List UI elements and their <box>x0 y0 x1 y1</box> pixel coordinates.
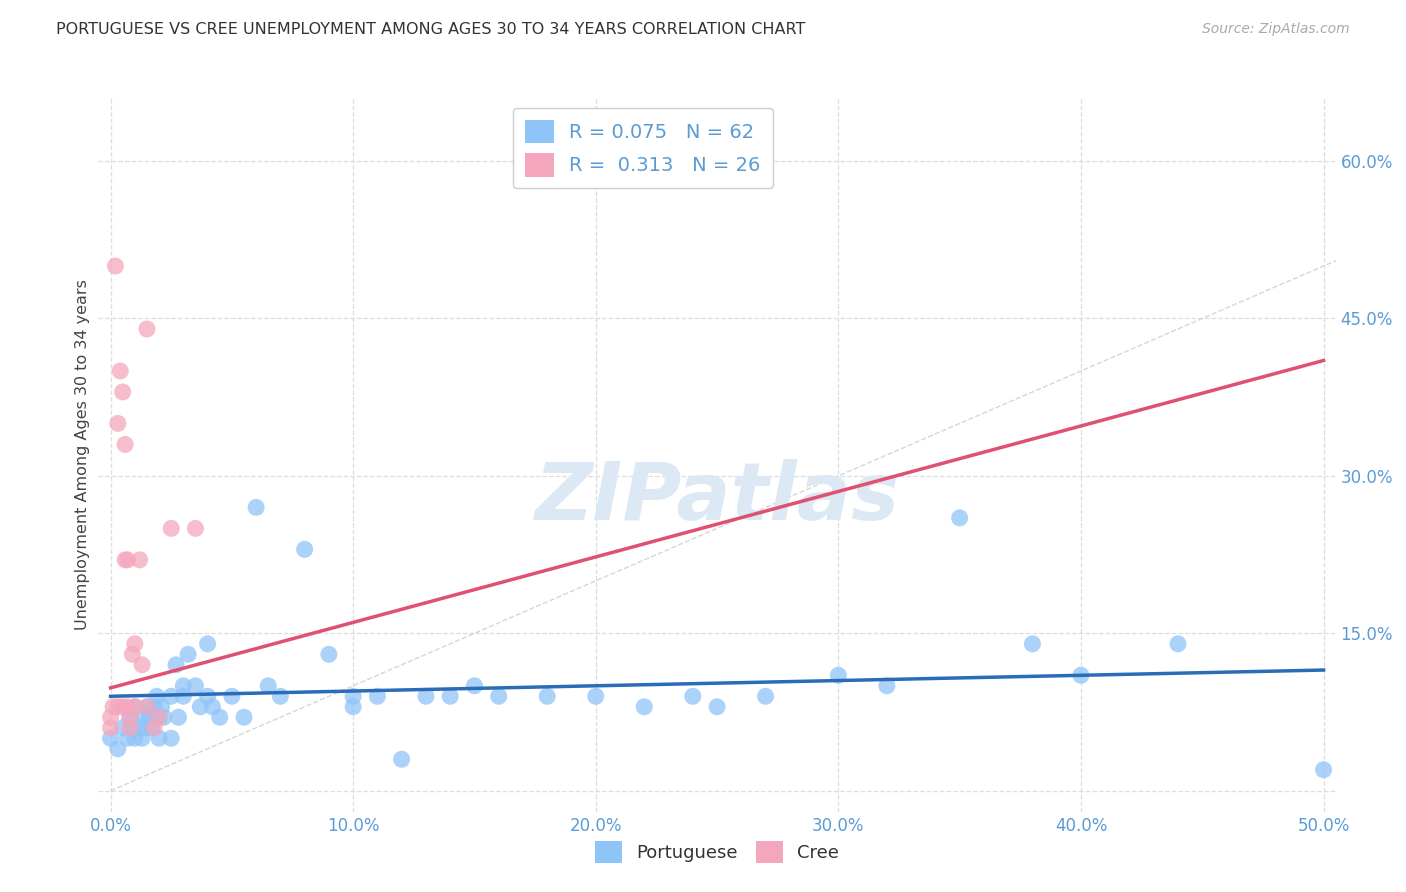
Point <box>150 699 173 714</box>
Point <box>118 710 141 724</box>
Point <box>269 690 291 704</box>
Point <box>160 690 183 704</box>
Point <box>1021 637 1043 651</box>
Point <box>136 322 159 336</box>
Y-axis label: Unemployment Among Ages 30 to 34 years: Unemployment Among Ages 30 to 34 years <box>75 279 90 631</box>
Point <box>245 500 267 515</box>
Point <box>143 699 166 714</box>
Point <box>134 710 156 724</box>
Point <box>160 731 183 746</box>
Text: Source: ZipAtlas.com: Source: ZipAtlas.com <box>1202 22 1350 37</box>
Point <box>136 721 159 735</box>
Point <box>121 648 143 662</box>
Point <box>148 710 170 724</box>
Point <box>104 259 127 273</box>
Point <box>706 699 728 714</box>
Point <box>1167 637 1189 651</box>
Point <box>121 721 143 735</box>
Point <box>294 542 316 557</box>
Point <box>366 690 388 704</box>
Point <box>114 553 136 567</box>
Point <box>415 690 437 704</box>
Point <box>118 710 141 724</box>
Point <box>949 511 972 525</box>
Point <box>100 721 122 735</box>
Point <box>201 699 224 714</box>
Point <box>184 679 207 693</box>
Point <box>827 668 849 682</box>
Point <box>167 710 190 724</box>
Point <box>124 699 146 714</box>
Point <box>160 521 183 535</box>
Point <box>391 752 413 766</box>
Point <box>124 731 146 746</box>
Point <box>101 699 124 714</box>
Point <box>184 521 207 535</box>
Point <box>172 690 194 704</box>
Point <box>233 710 256 724</box>
Point <box>536 690 558 704</box>
Point <box>342 699 364 714</box>
Point <box>633 699 655 714</box>
Point <box>876 679 898 693</box>
Point <box>117 731 139 746</box>
Point <box>148 710 170 724</box>
Point <box>128 553 150 567</box>
Point <box>136 699 159 714</box>
Point <box>342 690 364 704</box>
Point <box>117 699 139 714</box>
Point <box>124 637 146 651</box>
Point <box>131 657 153 672</box>
Point <box>138 710 160 724</box>
Point <box>153 710 176 724</box>
Point <box>107 417 129 431</box>
Point <box>141 721 163 735</box>
Point <box>165 657 187 672</box>
Point <box>136 699 159 714</box>
Point <box>131 731 153 746</box>
Point <box>197 690 219 704</box>
Point <box>439 690 461 704</box>
Point <box>117 553 139 567</box>
Point <box>111 699 134 714</box>
Point <box>128 721 150 735</box>
Point <box>107 699 129 714</box>
Point <box>318 648 340 662</box>
Point <box>100 710 122 724</box>
Point <box>1070 668 1092 682</box>
Point <box>114 437 136 451</box>
Point <box>148 731 170 746</box>
Point <box>463 679 485 693</box>
Point <box>143 721 166 735</box>
Point <box>755 690 778 704</box>
Point <box>197 637 219 651</box>
Point <box>488 690 510 704</box>
Text: PORTUGUESE VS CREE UNEMPLOYMENT AMONG AGES 30 TO 34 YEARS CORRELATION CHART: PORTUGUESE VS CREE UNEMPLOYMENT AMONG AG… <box>56 22 806 37</box>
Point <box>585 690 607 704</box>
Point <box>110 364 132 378</box>
Point <box>177 648 200 662</box>
Point <box>145 690 167 704</box>
Point <box>124 699 146 714</box>
Point <box>257 679 280 693</box>
Point <box>107 741 129 756</box>
Point <box>111 721 134 735</box>
Point <box>118 721 141 735</box>
Point <box>111 384 134 399</box>
Legend: Portuguese, Cree: Portuguese, Cree <box>588 834 846 871</box>
Point <box>221 690 243 704</box>
Point <box>188 699 211 714</box>
Text: ZIPatlas: ZIPatlas <box>534 458 900 537</box>
Point <box>682 690 704 704</box>
Point <box>100 731 122 746</box>
Point <box>172 679 194 693</box>
Point <box>1312 763 1334 777</box>
Point <box>208 710 231 724</box>
